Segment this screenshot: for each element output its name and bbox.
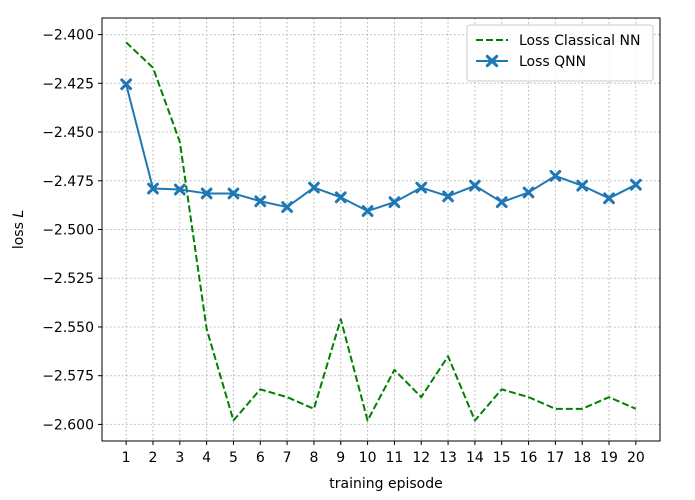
data-point-loss-qnn (603, 192, 615, 205)
x-tick-label: 9 (336, 450, 345, 466)
y-axis-label-symbol: L (11, 210, 27, 218)
y-axis-label: loss L (11, 210, 27, 249)
x-tick-label: 16 (520, 450, 538, 466)
data-point-loss-qnn (281, 201, 294, 214)
legend: Loss Classical NN Loss QNN (466, 24, 654, 82)
x-axis-label: training episode (329, 476, 442, 492)
data-point-loss-qnn (442, 190, 455, 203)
x-tick-label: 5 (229, 450, 238, 466)
series-layer (120, 41, 642, 422)
legend-box (466, 24, 654, 82)
y-tick-label: −2.500 (42, 223, 94, 239)
data-point-loss-qnn (307, 181, 320, 194)
legend-label-qnn: Loss QNN (519, 54, 586, 70)
x-tick-label: 13 (439, 450, 457, 466)
x-tick-label: 19 (600, 450, 618, 466)
data-point-loss-qnn (629, 178, 642, 191)
data-point-loss-qnn (415, 181, 428, 194)
y-tick-label: −2.600 (42, 417, 94, 433)
data-point-loss-qnn (522, 186, 535, 199)
data-point-loss-qnn (576, 179, 589, 192)
data-point-loss-qnn (549, 169, 562, 182)
x-tick-label: 6 (256, 450, 265, 466)
data-point-loss-qnn (388, 196, 401, 209)
legend-marker-qnn (485, 54, 499, 68)
data-point-loss-qnn (227, 187, 240, 200)
series-line-loss-classical-nn (125, 41, 637, 422)
axes: 1 2 3 4 5 6 7 8 9 10 11 12 13 14 15 16 17 18 19 20−2.400−2.… (42, 28, 645, 466)
y-tick-label: −2.425 (42, 76, 94, 92)
y-axis-label-prefix: loss (11, 218, 27, 250)
y-tick-label: −2.575 (42, 369, 94, 385)
x-tick-label: 1 (122, 450, 131, 466)
x-tick-label: 7 (283, 450, 292, 466)
data-point-loss-qnn (147, 182, 159, 195)
x-tick-label: 4 (202, 450, 211, 466)
data-point-loss-qnn (173, 183, 186, 196)
data-point-loss-qnn (468, 179, 481, 192)
x-tick-label: 3 (175, 450, 184, 466)
x-tick-label: 17 (546, 450, 564, 466)
x-tick-label: 18 (573, 450, 591, 466)
y-tick-label: −2.475 (42, 174, 94, 190)
x-tick-label: 8 (309, 450, 318, 466)
x-tick-label: 14 (466, 450, 484, 466)
y-tick-label: −2.525 (42, 271, 94, 287)
x-tick-label: 12 (412, 450, 430, 466)
x-tick-label: 10 (359, 450, 377, 466)
y-tick-label: −2.450 (42, 125, 94, 141)
data-point-loss-qnn (120, 78, 133, 91)
y-tick-label: −2.400 (42, 28, 94, 44)
x-tick-label: 15 (493, 450, 511, 466)
data-point-loss-qnn (361, 205, 374, 217)
data-point-loss-qnn (200, 187, 213, 200)
y-tick-label: −2.550 (42, 320, 94, 336)
legend-label-classical-nn: Loss Classical NN (519, 33, 640, 49)
x-tick-label: 11 (385, 450, 403, 466)
x-tick-label: 20 (627, 450, 645, 466)
grid (102, 18, 660, 441)
x-tick-label: 2 (149, 450, 158, 466)
data-point-loss-qnn (334, 191, 347, 204)
data-point-loss-qnn (254, 195, 267, 208)
data-point-loss-qnn (495, 196, 508, 209)
